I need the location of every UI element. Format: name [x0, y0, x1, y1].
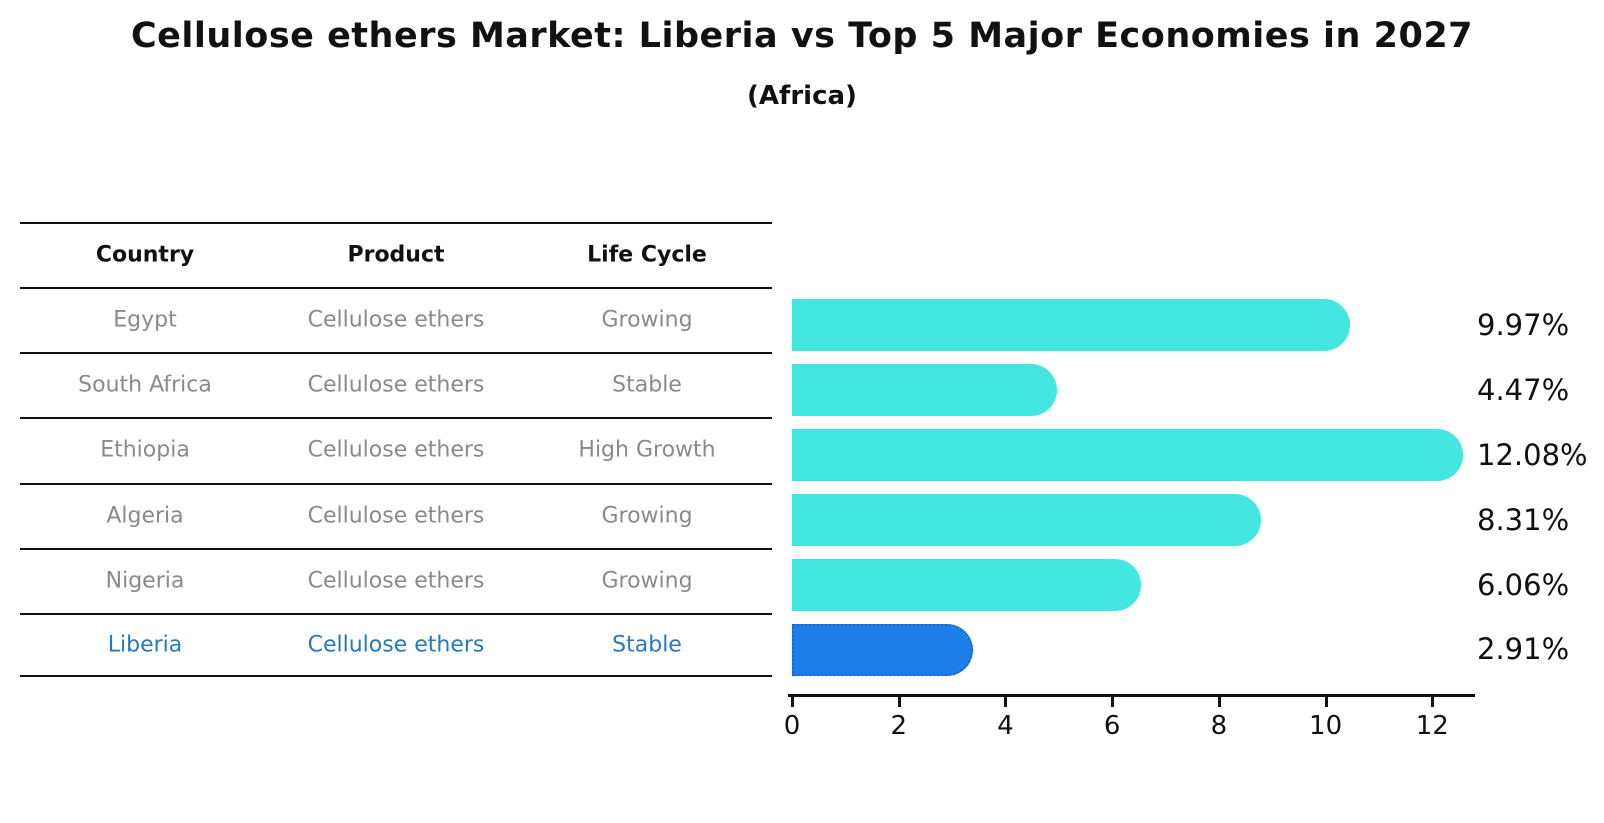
value-label: 6.06%: [1477, 568, 1570, 602]
lifecycle-cell: Stable: [612, 372, 682, 398]
x-axis-tick-mark: [1431, 697, 1435, 707]
lifecycle-cell: Growing: [601, 307, 693, 333]
column-header-country: Country: [95, 242, 195, 268]
x-axis-tick-label: 2: [890, 711, 907, 741]
value-label: 4.47%: [1477, 373, 1570, 407]
country-cell: Liberia: [107, 632, 183, 658]
column-header-product: Product: [347, 242, 445, 268]
product-cell: Cellulose ethers: [307, 307, 485, 333]
table-rule: [20, 483, 772, 485]
x-axis-tick-mark: [1324, 697, 1328, 707]
value-label: 12.08%: [1477, 438, 1588, 472]
value-label: 9.97%: [1477, 308, 1570, 342]
table-rule-bottom: [20, 675, 772, 677]
lifecycle-cell: Stable: [612, 632, 682, 658]
country-cell: Nigeria: [105, 568, 185, 594]
product-cell: Cellulose ethers: [307, 568, 485, 594]
product-cell: Cellulose ethers: [307, 503, 485, 529]
x-axis-tick-label: 10: [1309, 711, 1343, 741]
value-label: 2.91%: [1477, 632, 1570, 666]
x-axis-tick-mark: [1217, 697, 1221, 707]
bar-ethiopia: [792, 429, 1463, 481]
table-rule-header: [20, 287, 772, 289]
product-cell: Cellulose ethers: [307, 372, 485, 398]
country-cell: Egypt: [113, 307, 177, 333]
x-axis-tick-label: 0: [783, 711, 801, 741]
x-axis-tick-label: 6: [1103, 711, 1121, 741]
table-rule: [20, 352, 772, 354]
table-rule: [20, 417, 772, 419]
bar-algeria: [792, 494, 1262, 546]
bar-south-africa: [792, 364, 1057, 416]
bar-nigeria: [792, 559, 1142, 611]
x-axis-line: [788, 694, 1475, 697]
x-axis-tick-label: 12: [1415, 711, 1449, 741]
country-cell: Ethiopia: [100, 437, 190, 463]
country-cell: South Africa: [78, 372, 212, 398]
country-cell: Algeria: [106, 503, 184, 529]
x-axis-tick-mark: [791, 697, 794, 707]
value-label: 8.31%: [1477, 503, 1570, 537]
lifecycle-cell: Growing: [601, 503, 693, 529]
product-cell: Cellulose ethers: [307, 437, 485, 463]
table-rule-top: [20, 222, 772, 224]
product-cell: Cellulose ethers: [307, 632, 485, 658]
bar-liberia-highlighted: [792, 624, 974, 676]
x-axis-tick-mark: [1111, 697, 1115, 707]
bar-egypt: [792, 299, 1350, 351]
column-header-lifecycle: Life Cycle: [587, 242, 707, 268]
chart-subtitle: (Africa): [747, 81, 857, 111]
x-axis-tick-mark: [897, 697, 901, 707]
table-rule: [20, 548, 772, 550]
chart-title: Cellulose ethers Market: Liberia vs Top …: [130, 16, 1474, 56]
x-axis-tick-label: 8: [1210, 711, 1228, 741]
x-axis-tick-label: 4: [997, 711, 1014, 741]
lifecycle-cell: Growing: [601, 568, 693, 594]
table-rule: [20, 613, 772, 615]
lifecycle-cell: High Growth: [578, 437, 716, 463]
x-axis-tick-mark: [1004, 697, 1008, 707]
